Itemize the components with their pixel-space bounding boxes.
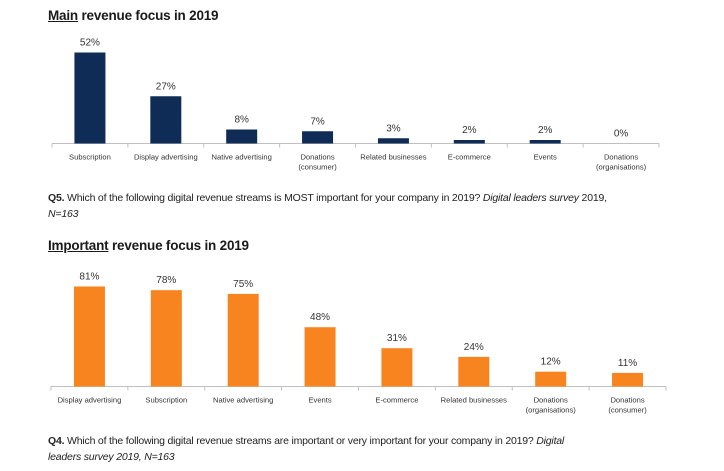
category-label: Display advertising bbox=[58, 396, 122, 405]
bar bbox=[74, 52, 106, 144]
bar bbox=[150, 290, 182, 387]
data-label: 78% bbox=[156, 275, 176, 286]
bar bbox=[302, 131, 334, 144]
chart1-caption: Q5. Which of the following digital reven… bbox=[48, 190, 688, 222]
bar bbox=[612, 372, 644, 387]
category-label: Display advertising bbox=[134, 153, 198, 162]
category-label: (consumer) bbox=[298, 163, 337, 172]
chart2-title-underlined: Important bbox=[48, 238, 109, 253]
category-label: E-commerce bbox=[375, 396, 418, 405]
data-label: 2% bbox=[462, 125, 477, 136]
bar bbox=[73, 286, 105, 387]
bar bbox=[226, 129, 258, 144]
category-label: E-commerce bbox=[448, 153, 491, 162]
chart2-caption-line2: leaders survey 2019, N=163 bbox=[48, 451, 175, 463]
bar bbox=[458, 356, 490, 387]
category-label: Donations bbox=[604, 153, 638, 162]
chart2-caption: Q4. Which of the following digital reven… bbox=[48, 433, 688, 465]
category-label: Related businesses bbox=[360, 153, 426, 162]
bar bbox=[381, 348, 413, 387]
data-label: 48% bbox=[310, 312, 330, 323]
data-label: 31% bbox=[387, 333, 407, 344]
chart2-title-rest: revenue focus in 2019 bbox=[108, 238, 249, 253]
chart2-caption-text: Which of the following digital revenue s… bbox=[64, 435, 537, 447]
data-label: 75% bbox=[233, 279, 253, 290]
bar bbox=[377, 138, 409, 144]
category-label: Native advertising bbox=[213, 396, 273, 405]
category-label: Subscription bbox=[69, 153, 111, 162]
category-label: Related businesses bbox=[441, 396, 507, 405]
category-label: Donations bbox=[534, 396, 568, 405]
chart2-caption-italic: Digital bbox=[536, 435, 565, 447]
chart1-caption-line2: N=163 bbox=[48, 208, 79, 220]
data-label: 12% bbox=[541, 357, 561, 368]
data-label: 7% bbox=[310, 116, 325, 127]
bar bbox=[453, 140, 485, 144]
data-label: 0% bbox=[614, 129, 629, 140]
data-label: 3% bbox=[386, 123, 401, 134]
data-label: 27% bbox=[156, 81, 176, 92]
category-label: Subscription bbox=[145, 396, 187, 405]
data-label: 24% bbox=[464, 342, 484, 353]
bar bbox=[529, 140, 561, 144]
category-label: Events bbox=[534, 153, 557, 162]
data-label: 8% bbox=[234, 115, 249, 126]
category-label: (organisations) bbox=[526, 406, 577, 415]
chart1-svg: 52% Subscription 27% Display advertising 8% N… bbox=[51, 38, 660, 172]
category-label: Donations bbox=[300, 153, 334, 162]
category-label: (organisations) bbox=[596, 163, 647, 172]
chart1-caption-q: Q5. bbox=[48, 192, 65, 204]
chart1-title-underlined: Main bbox=[48, 8, 78, 23]
chart1-caption-tail: 2019, bbox=[578, 192, 607, 204]
bar bbox=[535, 371, 567, 387]
category-label: (consumer) bbox=[608, 406, 647, 415]
chart1-caption-text: Which of the following digital revenue s… bbox=[64, 192, 483, 204]
data-label: 81% bbox=[79, 271, 99, 282]
chart2-caption-q: Q4. bbox=[48, 435, 65, 447]
data-label: 2% bbox=[538, 125, 553, 136]
bar bbox=[304, 327, 336, 387]
bar bbox=[150, 96, 182, 144]
category-label: Events bbox=[308, 396, 331, 405]
chart1-caption-italic: Digital leaders survey bbox=[482, 192, 579, 204]
chart1-title: Main revenue focus in 2019 bbox=[48, 8, 219, 23]
category-label: Native advertising bbox=[212, 153, 272, 162]
chart1-title-rest: revenue focus in 2019 bbox=[77, 8, 219, 23]
chart2-svg: 81% Display advertising 78% Subscription 75%… bbox=[50, 271, 667, 415]
chart2-title: Important revenue focus in 2019 bbox=[48, 238, 249, 253]
category-label: Donations bbox=[610, 396, 644, 405]
bar bbox=[227, 293, 259, 387]
data-label: 11% bbox=[618, 358, 637, 369]
data-label: 52% bbox=[80, 38, 100, 49]
